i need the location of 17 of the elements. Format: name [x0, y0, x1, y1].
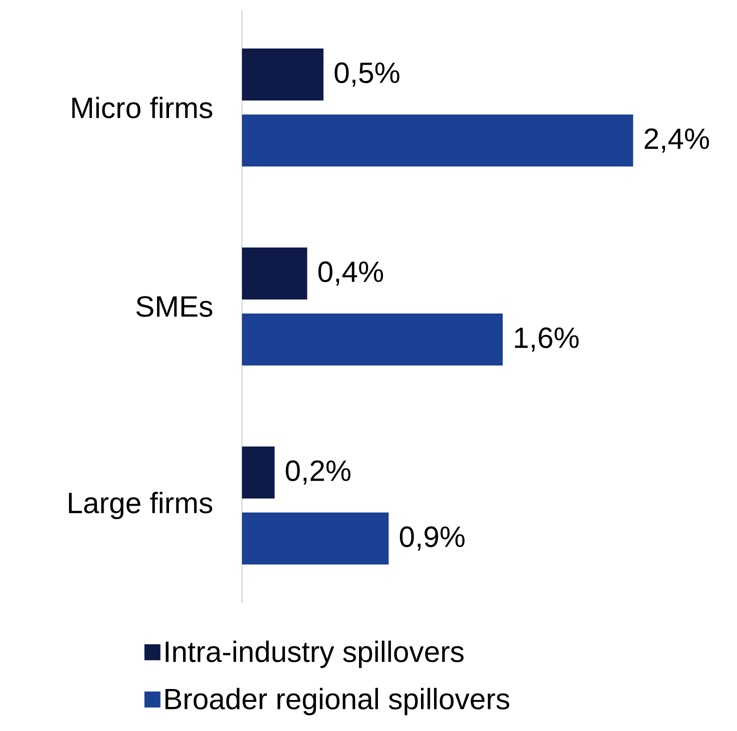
bar [242, 446, 275, 498]
bar [242, 248, 308, 300]
bar [242, 314, 503, 366]
bar [242, 48, 324, 101]
data-label: 1,6% [515, 327, 579, 352]
legend-label: Broader regional spillovers [165, 688, 510, 716]
data-label: 0,4% [318, 261, 384, 286]
data-label: 0,9% [400, 526, 465, 551]
y-tick-label: SMEs [136, 296, 212, 317]
data-label: 0,5% [334, 62, 400, 87]
y-tick-label: Large firms [68, 492, 212, 520]
bar [242, 114, 634, 167]
legend-label: Intra-industry spillovers [166, 640, 464, 668]
bar [242, 512, 389, 564]
y-tick-label: Micro firms [72, 96, 212, 118]
data-label: 2,4% [644, 128, 709, 153]
data-label: 0,2% [286, 460, 350, 485]
